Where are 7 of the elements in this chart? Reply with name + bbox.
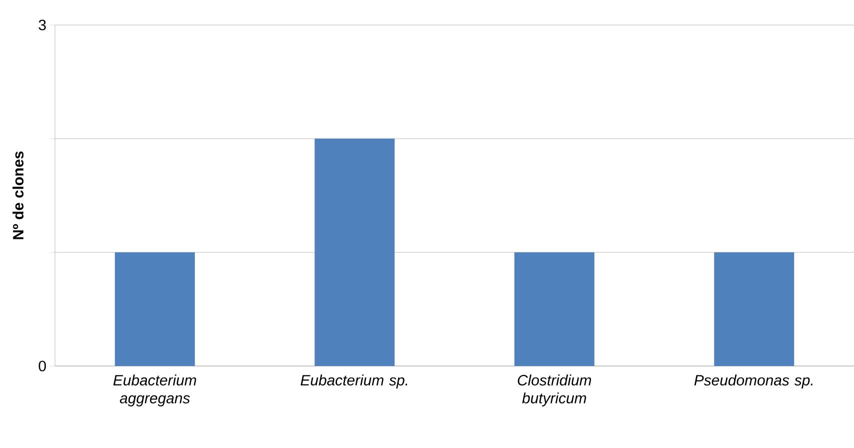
x-tick-label: Pseudomonas sp. — [694, 374, 812, 388]
y-tick-label: 0 — [38, 360, 46, 372]
x-tick-label: Eubacterium aggregans — [113, 374, 196, 406]
y-tick-label: 3 — [38, 20, 46, 30]
x-tick-label: Eubacterium sp. — [300, 374, 408, 388]
x-tick-label: Clostridium butyricum — [518, 374, 592, 406]
y-axis-title: Nº de clones — [12, 151, 24, 240]
